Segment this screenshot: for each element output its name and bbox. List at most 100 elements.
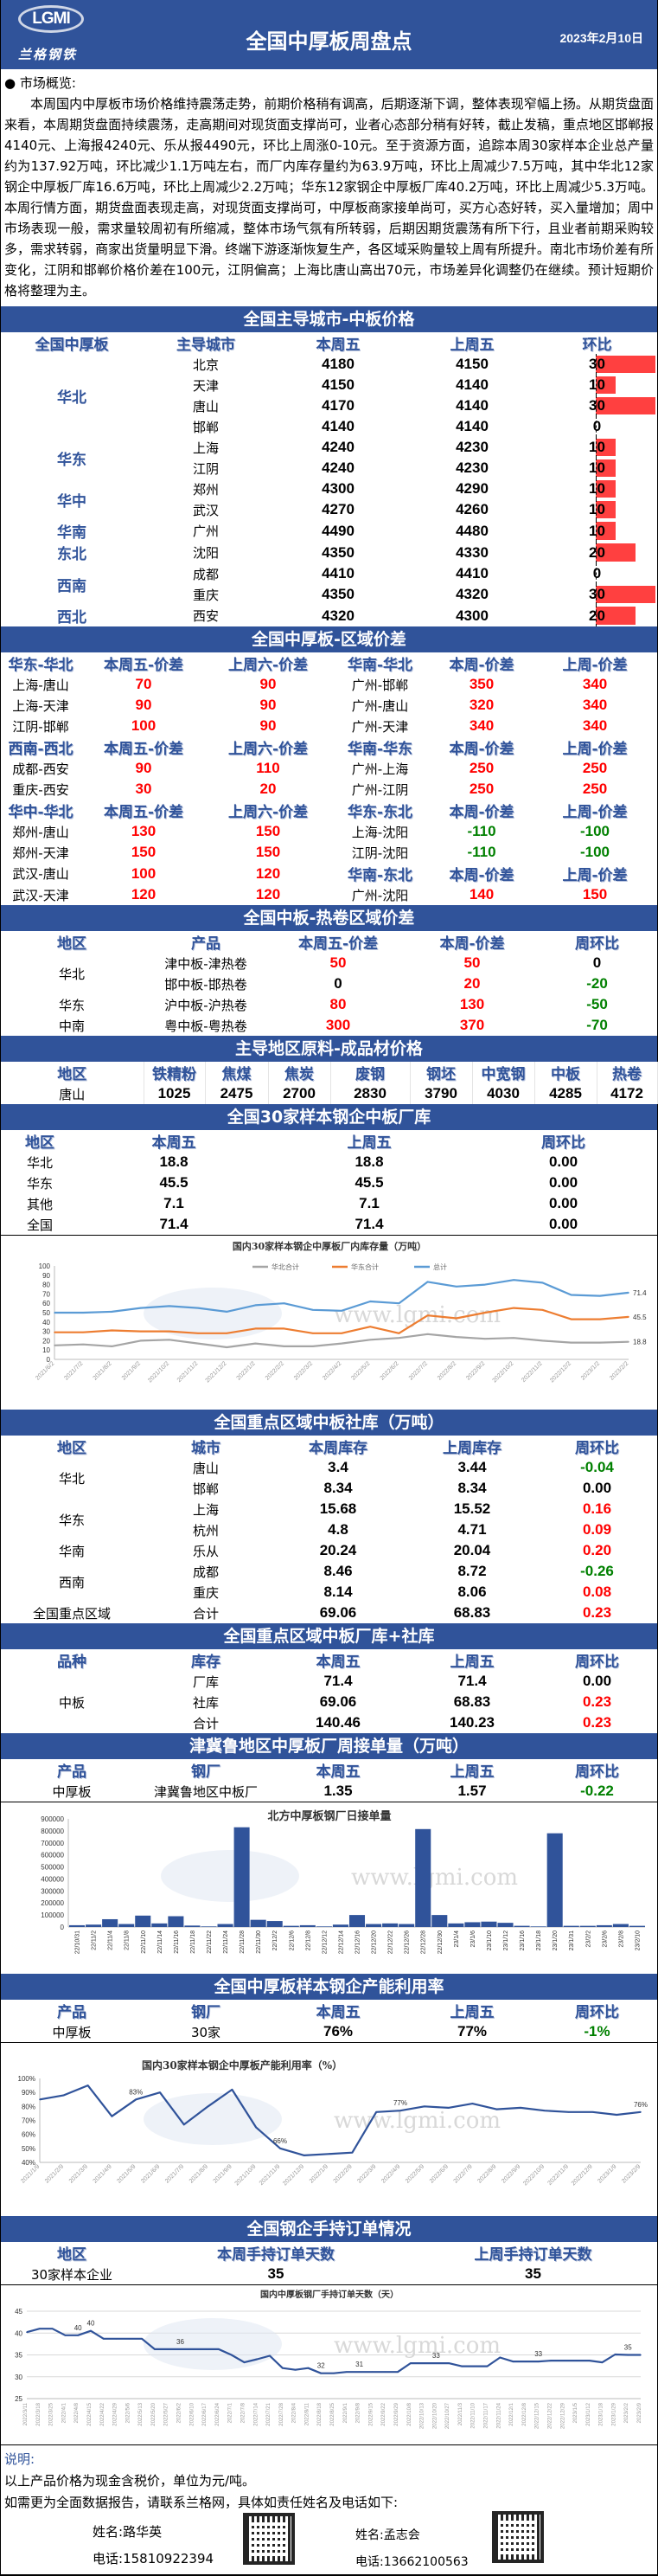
value-cell: 2830 bbox=[330, 1083, 411, 1104]
x-tick-label: 22/11/28 bbox=[240, 1930, 246, 1954]
combined-inventory-table: 品种 库存 本周五 上周五 周环比 中板 厂库 71.4 71.4 0.00 社库 69.06 68.8… bbox=[1, 1649, 657, 1733]
value-cell: -110 bbox=[467, 844, 496, 860]
x-tick-label: 2021/2/9 bbox=[44, 2163, 65, 2184]
value-cell: 340 bbox=[582, 697, 608, 713]
data-point bbox=[231, 2089, 233, 2091]
data-point bbox=[139, 1330, 142, 1333]
x-tick-label: 2023/2/2 bbox=[624, 2402, 629, 2423]
data-point bbox=[426, 1314, 429, 1317]
value-cell: 4260 bbox=[456, 501, 489, 517]
label-cell: 合计 bbox=[192, 1605, 219, 1622]
column-header: 本周-价差 bbox=[449, 804, 514, 821]
data-point bbox=[111, 1346, 113, 1347]
bar bbox=[448, 1923, 464, 1927]
region-cell: 西南 bbox=[58, 1574, 85, 1590]
value-cell: 7.1 bbox=[163, 1195, 184, 1211]
x-tick-label: 2022/7/1 bbox=[228, 2402, 233, 2423]
table-row: 上海-天津 90 90 广州-唐山 320 340 bbox=[1, 695, 657, 716]
label-cell: 唐山 bbox=[192, 1460, 219, 1476]
value-cell: 4300 bbox=[322, 480, 355, 497]
x-tick-label: 2021/7/9 bbox=[164, 2163, 185, 2184]
x-tick-label: 23/2/2 bbox=[585, 1930, 591, 1948]
data-point bbox=[207, 2105, 209, 2108]
chart-title: 北方中厚板钢厂日接单量 bbox=[267, 1809, 391, 1823]
notes-line-2: 如需更为全面数据报告，请联系兰格网，具体如责任姓名及电话如下: bbox=[4, 2495, 399, 2510]
header-row: 地区 铁精粉 焦煤 焦炭 废钢 钢坯 中宽钢 中板 热卷 bbox=[1, 1062, 658, 1083]
x-tick-label: 2021/12/2 bbox=[205, 1360, 228, 1384]
value-cell: 4285 bbox=[534, 1083, 597, 1104]
x-tick-label: 2022/11/9 bbox=[546, 2163, 570, 2187]
column-header: 周环比 bbox=[575, 1763, 619, 1781]
value-cell: 130 bbox=[459, 996, 485, 1012]
section-title-mill: 全国30家样本钢企中板厂库 bbox=[1, 1104, 657, 1130]
x-tick-label: 22/11/2 bbox=[92, 1930, 98, 1950]
bar bbox=[217, 1924, 233, 1927]
data-point bbox=[320, 2372, 323, 2374]
x-tick-label: 22/12/20 bbox=[372, 1930, 378, 1954]
value-cell: 4490 bbox=[322, 522, 355, 539]
x-tick-label: 2021/4/9 bbox=[93, 2163, 113, 2184]
bar bbox=[233, 1827, 250, 1927]
weekly-orders-table: 产品 钢厂 本周五 上周五 周环比 中厚板 津冀鲁地区中板厂 1.35 1.57 -0.22 bbox=[1, 1759, 657, 1802]
data-point bbox=[371, 2371, 374, 2373]
section-title-social: 全国重点区域中板社库（万吨） bbox=[1, 1410, 657, 1436]
value-cell: 68.83 bbox=[453, 1693, 491, 1710]
label-cell: 华北 bbox=[26, 1154, 53, 1171]
data-point bbox=[422, 2362, 425, 2364]
data-point bbox=[495, 2108, 497, 2110]
x-tick-label: 2022/9/29 bbox=[394, 2402, 399, 2425]
value-cell: -100 bbox=[579, 823, 610, 839]
value-cell: -0.26 bbox=[580, 1563, 614, 1579]
data-point bbox=[111, 1329, 113, 1332]
value-cell: 20 bbox=[259, 781, 277, 797]
x-tick-label: 2023/1/9 bbox=[597, 2163, 617, 2184]
value-cell: 50 bbox=[329, 954, 347, 971]
y-tick-label: 40 bbox=[42, 1319, 50, 1327]
x-tick-label: 2022/1/2 bbox=[236, 1360, 257, 1381]
value-cell: -50 bbox=[586, 996, 608, 1012]
lgmi-watermark-logo bbox=[144, 1288, 282, 1339]
value-cell: 90 bbox=[135, 697, 152, 713]
x-tick-label: 2022/7/8 bbox=[240, 2402, 246, 2423]
data-point bbox=[169, 1339, 170, 1341]
value-cell: 4140 bbox=[456, 418, 489, 434]
data-point bbox=[77, 2334, 79, 2336]
data-point bbox=[525, 2361, 527, 2362]
value-cell: 71.4 bbox=[323, 1673, 353, 1689]
value-cell: 15.52 bbox=[453, 1500, 491, 1517]
label-cell: 重庆 bbox=[192, 587, 219, 603]
data-point bbox=[294, 2368, 297, 2371]
data-point bbox=[358, 2371, 361, 2373]
x-tick-label: 2021/9/9 bbox=[213, 2163, 233, 2184]
x-tick-label: 2022/3/2 bbox=[293, 1360, 314, 1381]
data-point bbox=[26, 2331, 28, 2334]
social-inventory-table: 地区 城市 本周库存 上周库存 周环比 华北 唐山 3.4 3.44 -0.04 邯郸 8.34 8.3… bbox=[1, 1436, 657, 1623]
table-row: 重庆 4350 4320 30 bbox=[1, 584, 657, 605]
data-point bbox=[226, 1346, 228, 1348]
label-cell: 重庆-西安 bbox=[12, 781, 69, 798]
x-tick-label: 2022/9/1 bbox=[343, 2402, 348, 2423]
x-tick-label: 2021/10/2 bbox=[147, 1360, 170, 1384]
value-cell: 340 bbox=[469, 717, 495, 734]
value-cell: 4030 bbox=[472, 1083, 535, 1104]
y-tick-label: 90 bbox=[42, 1272, 50, 1280]
data-point bbox=[179, 2348, 182, 2350]
value-cell: 300 bbox=[325, 1017, 351, 1033]
data-point bbox=[139, 1307, 142, 1309]
label-cell: 合计 bbox=[192, 1715, 219, 1731]
data-point bbox=[82, 1331, 84, 1333]
bar bbox=[596, 1924, 612, 1927]
x-tick-label: 23/1/6 bbox=[470, 1930, 476, 1948]
x-tick-label: 2022/8/18 bbox=[317, 2402, 323, 2425]
value-cell: 8.34 bbox=[323, 1480, 353, 1496]
data-label: 40 bbox=[74, 2324, 82, 2332]
data-point bbox=[230, 2354, 233, 2356]
name-label: 姓名: bbox=[355, 2528, 384, 2542]
value-cell: 0.00 bbox=[548, 1153, 578, 1170]
inventory-chart: 0 10 20 30 40 50 60 70 80 90 100 国内30家样本钢企中厚板厂内库存量（… bbox=[1, 1235, 657, 1410]
data-point bbox=[312, 1308, 314, 1311]
table-row: 中厚板 30家 76% 77% -1% bbox=[1, 2021, 657, 2042]
bar bbox=[86, 1924, 102, 1927]
y-tick-label: 45 bbox=[15, 2308, 22, 2316]
data-point bbox=[183, 2123, 185, 2126]
